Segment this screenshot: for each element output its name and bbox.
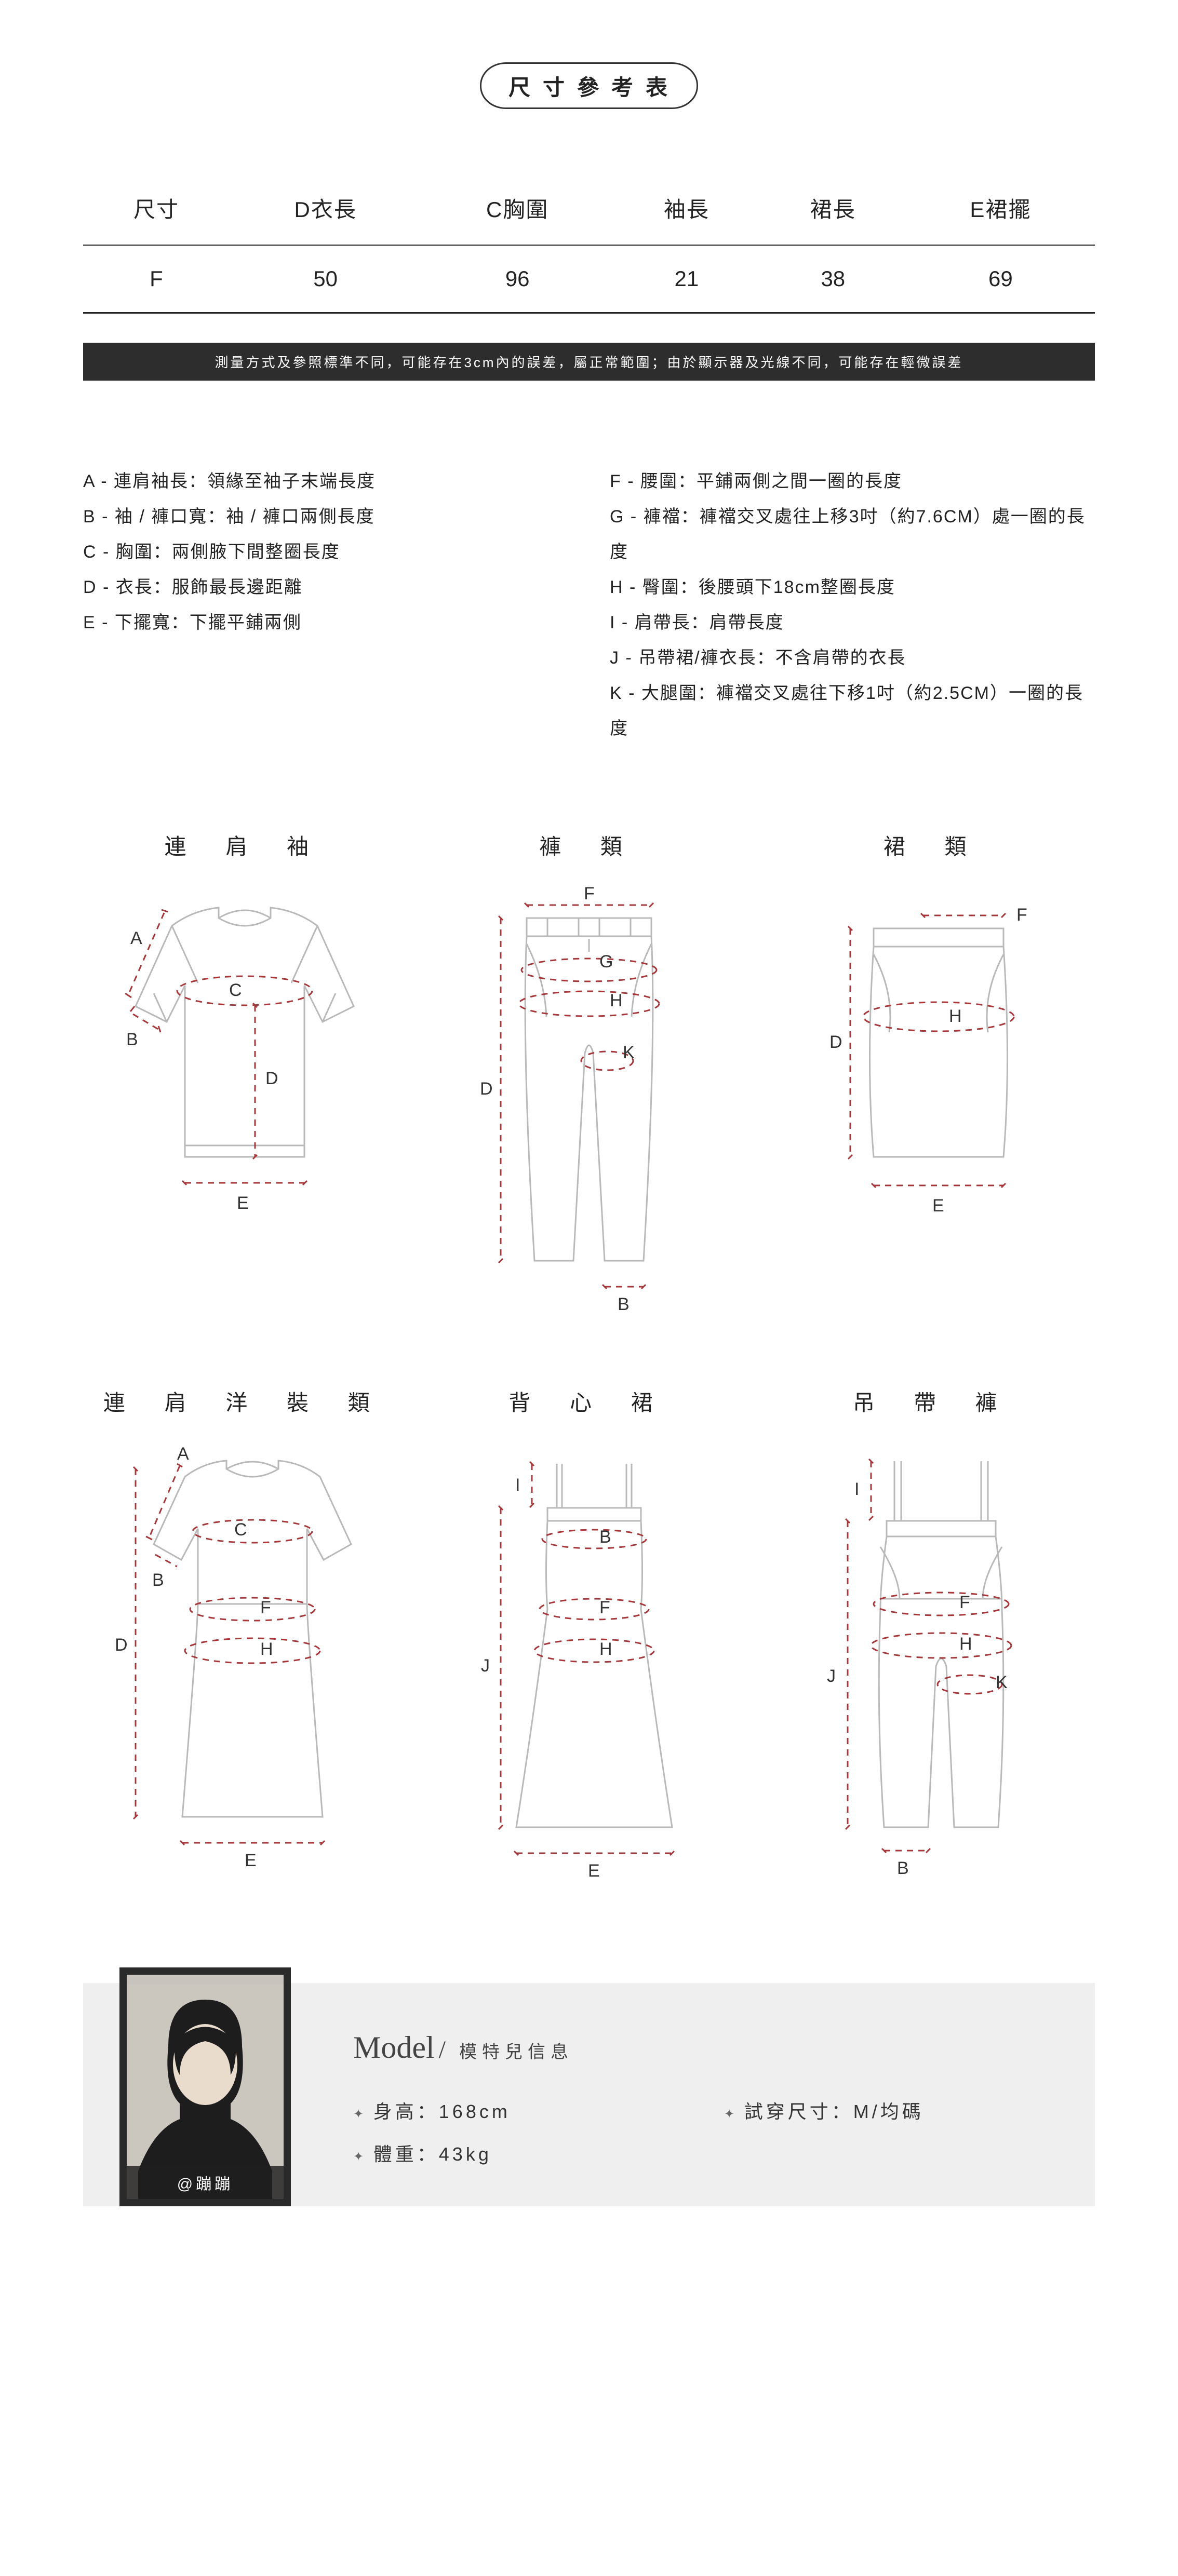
def-row: C - 胸圍：兩側腋下間整圈長度	[83, 534, 568, 570]
def-row: K - 大腿圍：褲襠交叉處往下移1吋（約2.5CM）一圈的長度	[610, 676, 1095, 746]
svg-text:B: B	[897, 1858, 909, 1878]
td: 96	[421, 245, 613, 313]
model-heading-en: Model	[353, 2030, 435, 2065]
diagram-title: 褲 類	[539, 829, 639, 861]
svg-text:J: J	[827, 1666, 836, 1686]
model-height: 身高：168cm	[353, 2097, 703, 2124]
th: C胸圍	[421, 171, 613, 245]
svg-text:F: F	[959, 1593, 970, 1612]
td: 21	[613, 245, 760, 313]
svg-text:F: F	[1016, 905, 1027, 925]
svg-text:H: H	[610, 991, 623, 1010]
diagram-title: 背 心 裙	[508, 1385, 669, 1417]
th: 袖長	[613, 171, 760, 245]
svg-text:B: B	[152, 1570, 164, 1590]
svg-text:B: B	[618, 1294, 630, 1314]
svg-text:C: C	[229, 980, 242, 1000]
svg-text:A: A	[177, 1444, 189, 1464]
th: 尺寸	[83, 171, 230, 245]
def-row: I - 肩帶長：肩帶長度	[610, 605, 1095, 640]
diagram-pants: 褲 類	[427, 829, 751, 1323]
svg-text:D: D	[829, 1032, 842, 1052]
model-name: @蹦蹦	[127, 2166, 284, 2199]
svg-text:D: D	[265, 1069, 278, 1088]
model-info-card: @蹦蹦 Model/模特兒信息 身高：168cm 試穿尺寸：M/均碼 體重：43…	[83, 1983, 1095, 2206]
diagram-raglan-top: 連 肩 袖	[83, 829, 407, 1323]
svg-text:F: F	[584, 887, 595, 903]
diagram-title: 吊 帶 褲	[853, 1385, 1013, 1417]
def-row: E - 下擺寬：下擺平鋪兩側	[83, 605, 568, 640]
th: E裙擺	[906, 171, 1095, 245]
page-title: 尺寸參考表	[480, 62, 698, 109]
def-row: B - 袖 / 褲口寬：袖 / 褲口兩側長度	[83, 499, 568, 534]
model-photo: @蹦蹦	[119, 1967, 291, 2206]
svg-text:F: F	[260, 1598, 271, 1617]
diagram-title: 裙 類	[884, 829, 983, 861]
td: 38	[760, 245, 906, 313]
svg-text:E: E	[932, 1196, 944, 1216]
diagram-camisole-dress: 背 心 裙	[427, 1385, 751, 1879]
disclaimer-note: 測量方式及參照標準不同，可能存在3cm內的誤差，屬正常範圍；由於顯示器及光線不同…	[83, 343, 1095, 381]
svg-text:H: H	[260, 1639, 273, 1659]
diagram-title: 連 肩 洋 裝 類	[103, 1385, 386, 1417]
svg-text:F: F	[599, 1598, 610, 1617]
svg-text:B: B	[599, 1527, 611, 1547]
td: 69	[906, 245, 1095, 313]
def-row: H - 臀圍：後腰頭下18cm整圈長度	[610, 570, 1095, 605]
th: 裙長	[760, 171, 906, 245]
model-heading-zh: 模特兒信息	[459, 2043, 573, 2062]
def-row: A - 連肩袖長：領緣至袖子末端長度	[83, 464, 568, 499]
svg-text:D: D	[480, 1079, 493, 1099]
def-row: F - 腰圍：平鋪兩側之間一圈的長度	[610, 464, 1095, 499]
diagram-overalls: 吊 帶 褲	[771, 1385, 1095, 1879]
svg-text:B: B	[126, 1030, 138, 1049]
svg-text:I: I	[515, 1475, 520, 1495]
size-table: 尺寸 D衣長 C胸圍 袖長 裙長 E裙擺 F 50 96 21 38 69	[83, 171, 1095, 314]
measurement-definitions: A - 連肩袖長：領緣至袖子末端長度 B - 袖 / 褲口寬：袖 / 褲口兩側長…	[83, 464, 1095, 746]
svg-text:D: D	[115, 1635, 128, 1655]
diagram-title: 連 肩 袖	[165, 829, 325, 861]
def-row: J - 吊帶裙/褲衣長：不含肩帶的衣長	[610, 640, 1095, 676]
svg-text:G: G	[599, 952, 613, 972]
diagram-skirt: 裙 類	[771, 829, 1095, 1323]
model-weight: 體重：43kg	[353, 2139, 703, 2166]
svg-text:H: H	[959, 1634, 972, 1654]
svg-text:K: K	[996, 1673, 1008, 1692]
model-size: 試穿尺寸：M/均碼	[724, 2097, 1074, 2124]
svg-text:K: K	[623, 1043, 635, 1062]
svg-text:H: H	[949, 1006, 962, 1026]
svg-text:H: H	[599, 1639, 612, 1659]
th: D衣長	[230, 171, 422, 245]
svg-text:E: E	[588, 1861, 600, 1879]
td: 50	[230, 245, 422, 313]
def-row: D - 衣長：服飾最長邊距離	[83, 570, 568, 605]
svg-text:E: E	[245, 1851, 257, 1870]
diagram-raglan-dress: 連 肩 洋 裝 類	[83, 1385, 407, 1879]
svg-text:C: C	[234, 1520, 247, 1540]
svg-text:E: E	[237, 1193, 249, 1213]
td: F	[83, 245, 230, 313]
svg-text:I: I	[854, 1479, 859, 1499]
svg-text:J: J	[481, 1656, 490, 1676]
model-heading: Model/模特兒信息	[353, 2030, 1074, 2066]
svg-text:A: A	[130, 928, 142, 948]
def-row: G - 褲襠：褲襠交叉處往上移3吋（約7.6CM）處一圈的長度	[610, 499, 1095, 570]
